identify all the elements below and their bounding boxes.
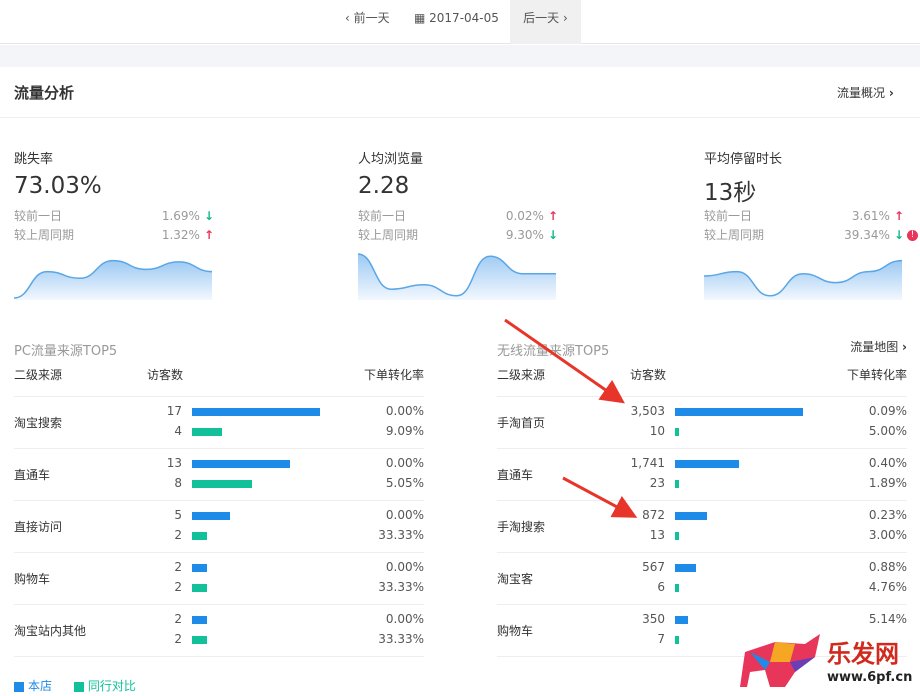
- legend: 本店 同行对比: [14, 677, 136, 694]
- arrow-annotation: [504, 318, 625, 404]
- compare-day: 较前一日 0.02% ↑: [358, 209, 558, 223]
- sparkline-area: [14, 260, 212, 300]
- peer-visitors-bar: [675, 636, 679, 644]
- traffic-map-link[interactable]: 流量地图 ›: [850, 340, 907, 354]
- table-header: 二级来源 访客数 下单转化率: [14, 364, 424, 397]
- wireless-source-table: 无线流量来源TOP5 流量地图 › 二级来源 访客数 下单转化率 手淘首页 3,50…: [497, 340, 907, 657]
- trend-sparkline: [358, 253, 556, 300]
- store-visitors-bar: [675, 408, 803, 416]
- store-visitors-bar: [192, 460, 290, 468]
- trend-sparkline: [14, 259, 212, 300]
- metric-card: 人均浏览量 2.28 较前一日 0.02% ↑ 较上周同期 9.30% ↓: [358, 148, 558, 245]
- peer-visitors-bar: [192, 636, 208, 644]
- trend-sparkline: [704, 259, 902, 300]
- metric-card: 跳失率 73.03% 较前一日 1.69% ↓ 较上周同期 1.32% ↑: [14, 148, 214, 245]
- watermark-logo: 乐发网 www.6pf.cn: [735, 632, 915, 692]
- compare-week: 较上周同期 39.34% ↓!: [704, 226, 918, 245]
- store-visitors-bar: [192, 616, 208, 624]
- store-visitors-bar: [192, 512, 230, 520]
- traffic-card: [0, 67, 920, 696]
- peer-visitors-bar: [192, 480, 253, 488]
- store-visitors-bar: [675, 564, 696, 572]
- table-row[interactable]: 手淘首页 3,503 0.09% 10 5.00%: [497, 397, 907, 449]
- table-row[interactable]: 购物车 2 0.00% 2 33.33%: [14, 553, 424, 605]
- peer-visitors-bar: [675, 532, 679, 540]
- table-row[interactable]: 淘宝客 567 0.88% 6 4.76%: [497, 553, 907, 605]
- store-visitors-bar: [675, 512, 707, 520]
- sparkline-line: [358, 253, 556, 297]
- separator-band: [0, 45, 920, 67]
- store-visitors-bar: [675, 616, 688, 624]
- compare-week: 较上周同期 1.32% ↑: [14, 228, 214, 242]
- table-row[interactable]: 直通车 1,741 0.40% 23 1.89%: [497, 449, 907, 501]
- chevron-right-icon: ›: [559, 11, 568, 25]
- table-row[interactable]: 直通车 13 0.00% 8 5.05%: [14, 449, 424, 501]
- pc-source-table: PC流量来源TOP5 二级来源 访客数 下单转化率 淘宝搜索 17 0.00% 4 …: [14, 340, 424, 657]
- compare-day: 较前一日 3.61% ↑: [704, 209, 904, 223]
- peer-visitors-bar: [192, 428, 223, 436]
- table-row[interactable]: 手淘搜索 872 0.23% 13 3.00%: [497, 501, 907, 553]
- sparkline-area: [704, 260, 902, 300]
- table-row[interactable]: 淘宝搜索 17 0.00% 4 9.09%: [14, 397, 424, 449]
- store-visitors-bar: [192, 564, 208, 572]
- arrow-down-icon: ↓: [547, 228, 558, 242]
- table-header: 二级来源 访客数 下单转化率: [497, 364, 907, 397]
- divider: [0, 117, 920, 118]
- chevron-left-icon: ‹: [345, 11, 354, 25]
- metric-card: 平均停留时长 13秒 较前一日 3.61% ↑ 较上周同期 39.34% ↓!: [704, 148, 918, 245]
- prev-day-button[interactable]: ‹ 前一天: [345, 11, 390, 25]
- peer-visitors-bar: [675, 480, 679, 488]
- sparkline-line: [704, 259, 902, 297]
- warning-icon[interactable]: !: [907, 230, 918, 241]
- section-title: 流量分析: [14, 84, 75, 102]
- overview-link[interactable]: 流量概况 ›: [837, 86, 894, 100]
- store-visitors-bar: [192, 408, 320, 416]
- arrow-up-icon: ↑: [203, 228, 214, 242]
- legend-store[interactable]: 本店: [14, 679, 52, 693]
- peer-visitors-bar: [192, 532, 208, 540]
- sparkline-line: [14, 259, 212, 299]
- arrow-down-icon: ↓: [893, 228, 904, 242]
- date-picker[interactable]: ▦ 2017-04-05: [414, 11, 499, 25]
- calendar-icon: ▦: [414, 11, 430, 25]
- arrow-up-icon: ↑: [547, 209, 558, 223]
- table-row[interactable]: 直接访问 5 0.00% 2 33.33%: [14, 501, 424, 553]
- date-navigation: ‹ 前一天 ▦ 2017-04-05 后一天 ›: [0, 0, 920, 44]
- table-row[interactable]: 购物车 350 5.14% 7: [497, 605, 907, 657]
- compare-week: 较上周同期 9.30% ↓: [358, 228, 558, 242]
- arrow-up-icon: ↑: [893, 209, 904, 223]
- next-day-button[interactable]: 后一天 ›: [510, 0, 581, 44]
- bull-logo-icon: [740, 634, 820, 687]
- legend-peer[interactable]: 同行对比: [73, 679, 136, 693]
- arrow-down-icon: ↓: [203, 209, 214, 223]
- peer-visitors-bar: [675, 584, 679, 592]
- compare-day: 较前一日 1.69% ↓: [14, 209, 214, 223]
- table-row[interactable]: 淘宝站内其他 2 0.00% 2 33.33%: [14, 605, 424, 657]
- store-visitors-bar: [675, 460, 739, 468]
- peer-visitors-bar: [675, 428, 679, 436]
- peer-visitors-bar: [192, 584, 208, 592]
- arrow-annotation: [562, 476, 638, 518]
